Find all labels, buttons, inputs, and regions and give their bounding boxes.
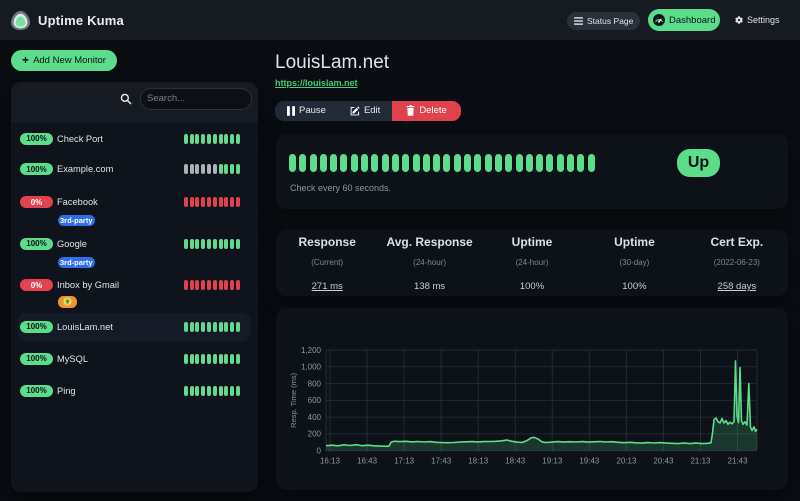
svg-text:20:43: 20:43 bbox=[653, 457, 674, 466]
svg-text:18:13: 18:13 bbox=[468, 457, 489, 466]
svg-text:1,000: 1,000 bbox=[301, 363, 322, 372]
svg-text:19:13: 19:13 bbox=[542, 457, 563, 466]
svg-text:18:43: 18:43 bbox=[505, 457, 526, 466]
svg-text:400: 400 bbox=[308, 413, 322, 422]
svg-text:Resp. Time (ms): Resp. Time (ms) bbox=[289, 372, 298, 428]
svg-text:19:43: 19:43 bbox=[579, 457, 600, 466]
svg-text:21:43: 21:43 bbox=[728, 457, 749, 466]
svg-text:16:43: 16:43 bbox=[357, 457, 378, 466]
svg-text:20:13: 20:13 bbox=[616, 457, 637, 466]
svg-text:16:13: 16:13 bbox=[320, 457, 341, 466]
svg-text:800: 800 bbox=[308, 379, 322, 388]
svg-text:600: 600 bbox=[308, 396, 322, 405]
svg-text:17:13: 17:13 bbox=[394, 457, 415, 466]
svg-text:1,200: 1,200 bbox=[301, 346, 322, 355]
svg-text:17:43: 17:43 bbox=[431, 457, 452, 466]
svg-text:0: 0 bbox=[317, 447, 322, 456]
svg-text:200: 200 bbox=[308, 430, 322, 439]
svg-text:21:13: 21:13 bbox=[690, 457, 711, 466]
